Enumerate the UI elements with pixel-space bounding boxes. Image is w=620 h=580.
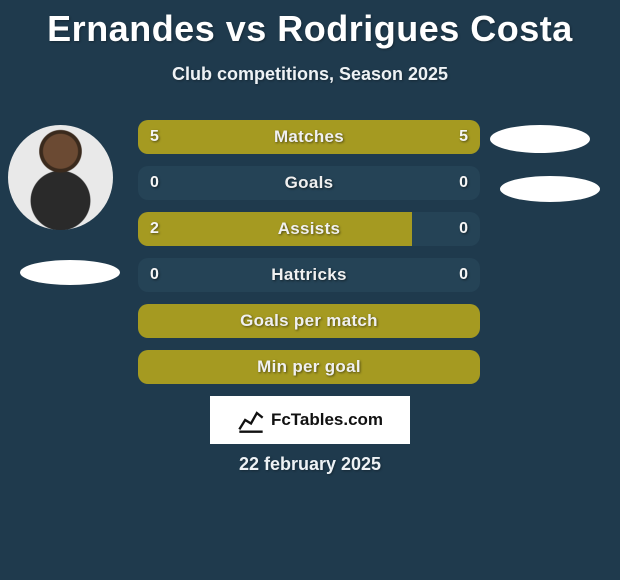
stat-label: Min per goal [138, 350, 480, 384]
stat-label: Assists [138, 212, 480, 246]
comparison-title: Ernandes vs Rodrigues Costa [0, 0, 620, 50]
stat-row: 55Matches [138, 120, 480, 154]
player-right-name-pill [500, 176, 600, 202]
footer-logo: FcTables.com [210, 396, 410, 444]
stat-label: Goals per match [138, 304, 480, 338]
stat-row: 00Goals [138, 166, 480, 200]
stat-row: 00Hattricks [138, 258, 480, 292]
footer-date: 22 february 2025 [0, 454, 620, 475]
footer-logo-text: FcTables.com [271, 410, 383, 430]
stat-label: Matches [138, 120, 480, 154]
stat-label: Goals [138, 166, 480, 200]
player-left-name-pill [20, 260, 120, 285]
stat-label: Hattricks [138, 258, 480, 292]
player-right-avatar [490, 125, 590, 153]
stat-row: Min per goal [138, 350, 480, 384]
stat-row: Goals per match [138, 304, 480, 338]
comparison-subtitle: Club competitions, Season 2025 [0, 64, 620, 85]
player-left-avatar [8, 125, 113, 230]
chart-icon [237, 406, 265, 434]
stat-row: 20Assists [138, 212, 480, 246]
stat-bars: 55Matches 00Goals 20Assists 00Hattricks Goal… [138, 120, 480, 396]
